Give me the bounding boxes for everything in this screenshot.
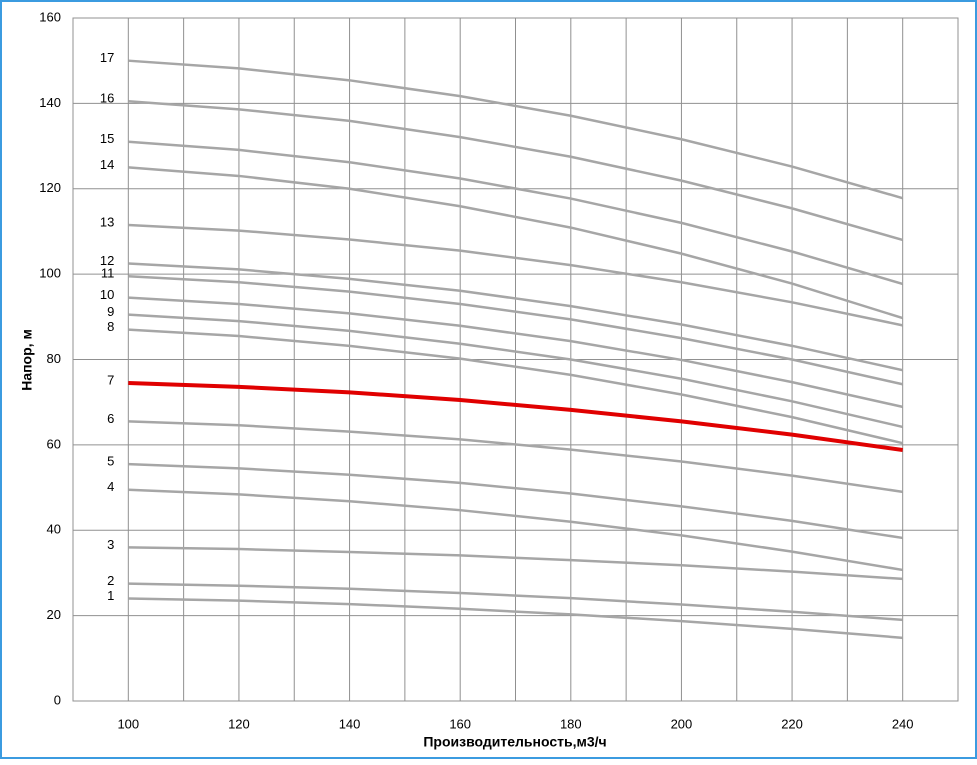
pump-curve bbox=[128, 328, 903, 445]
pump-curve bbox=[128, 296, 903, 409]
pump-curve bbox=[128, 313, 903, 429]
pump-curve bbox=[128, 262, 903, 372]
pump-curve bbox=[128, 597, 903, 640]
curve-label: 4 bbox=[107, 479, 114, 494]
y-tick-label: 100 bbox=[39, 266, 61, 281]
pump-curve bbox=[128, 99, 904, 242]
x-tick-label: 100 bbox=[117, 716, 139, 731]
x-tick-label: 120 bbox=[228, 716, 250, 731]
pump-curve bbox=[128, 140, 904, 286]
curve-label: 8 bbox=[107, 319, 114, 334]
pump-curve bbox=[128, 59, 904, 200]
curve-label: 6 bbox=[107, 411, 114, 426]
x-tick-label: 220 bbox=[781, 716, 803, 731]
x-axis-label: Производительность,м3/ч bbox=[423, 734, 606, 750]
x-tick-label: 200 bbox=[671, 716, 693, 731]
y-tick-label: 40 bbox=[47, 522, 61, 537]
curve-label: 7 bbox=[107, 372, 114, 387]
y-tick-label: 20 bbox=[47, 607, 61, 622]
x-tick-label: 180 bbox=[560, 716, 582, 731]
y-tick-label: 60 bbox=[47, 436, 61, 451]
y-tick-label: 140 bbox=[39, 95, 61, 110]
pump-curve bbox=[128, 380, 903, 452]
curve-label: 3 bbox=[107, 537, 114, 552]
y-tick-label: 80 bbox=[47, 351, 61, 366]
pump-curve bbox=[128, 488, 903, 572]
pump-curve bbox=[128, 223, 903, 327]
pump-curve bbox=[128, 546, 903, 581]
y-axis-label: Напор, м bbox=[19, 329, 35, 391]
curve-label: 5 bbox=[107, 454, 114, 469]
curve-label: 1 bbox=[107, 588, 114, 603]
pump-curve bbox=[128, 166, 904, 320]
curve-label: 17 bbox=[100, 50, 114, 65]
y-tick-label: 120 bbox=[39, 180, 61, 195]
y-tick-label: 0 bbox=[54, 692, 61, 707]
curve-label: 16 bbox=[100, 91, 114, 106]
pump-curve bbox=[128, 462, 903, 540]
curve-label: 11 bbox=[101, 266, 115, 281]
pump-curve bbox=[128, 275, 903, 386]
curve-label: 15 bbox=[100, 131, 114, 146]
pump-curve bbox=[128, 582, 903, 622]
y-tick-label: 160 bbox=[39, 9, 61, 24]
curve-label: 9 bbox=[107, 304, 114, 319]
curve-label: 2 bbox=[107, 573, 114, 588]
curve-label: 10 bbox=[100, 287, 114, 302]
x-tick-label: 160 bbox=[449, 716, 471, 731]
x-tick-label: 240 bbox=[892, 716, 914, 731]
pump-curve bbox=[128, 420, 903, 494]
curve-label: 12 bbox=[100, 253, 114, 268]
curve-label: 13 bbox=[100, 214, 114, 229]
x-tick-label: 140 bbox=[339, 716, 361, 731]
curve-label: 14 bbox=[100, 157, 114, 172]
